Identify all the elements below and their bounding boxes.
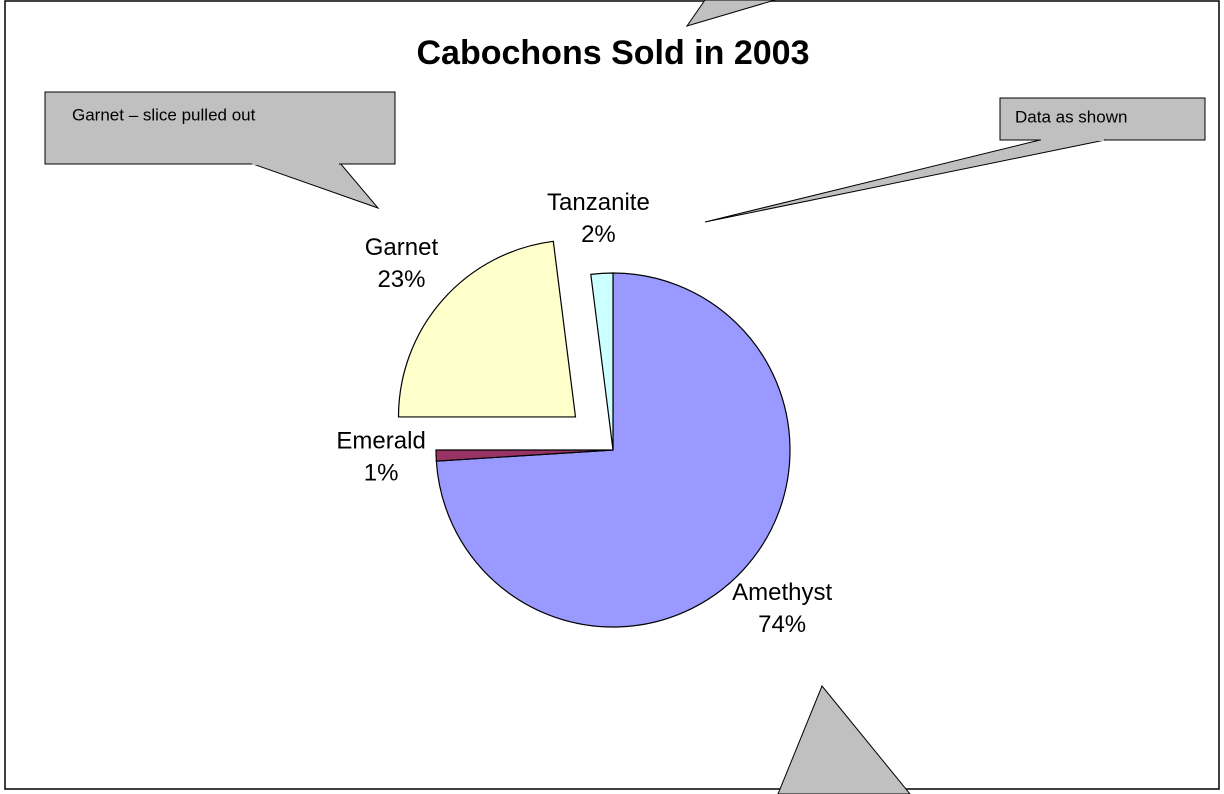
callout-box: [44, 91, 396, 165]
pie-slice: [435, 449, 614, 462]
callout-pointer: [685, 0, 776, 27]
pie-slice: [397, 240, 577, 418]
annotation: Garnet – slice pulled out: [72, 105, 256, 124]
slice-label: Amethyst: [732, 579, 832, 606]
chart-title: Cabochons Sold in 2003: [417, 34, 810, 72]
slice-value-label: 2%: [581, 221, 616, 248]
callout-box: [999, 97, 1206, 141]
slice-value-label: 23%: [377, 266, 425, 293]
callout-join: [252, 162, 339, 165]
slice-value-label: 1%: [364, 460, 399, 487]
slice-value-label: 74%: [758, 611, 806, 638]
callout-pointer: [777, 685, 911, 794]
slice-label: Emerald: [336, 428, 425, 455]
slice-label: Tanzanite: [547, 189, 650, 216]
slice-label: Garnet: [365, 234, 439, 261]
callout-join: [1041, 138, 1104, 141]
pie-slice: [590, 272, 614, 451]
annotation: Data as shown: [1015, 107, 1127, 126]
